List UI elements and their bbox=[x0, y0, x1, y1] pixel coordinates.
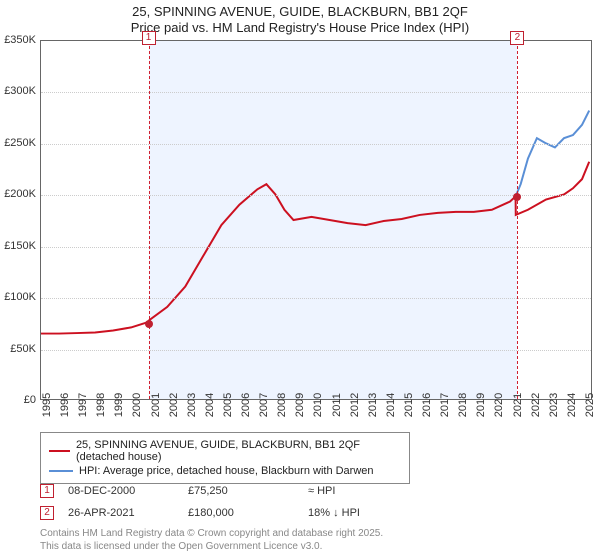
y-tick-label: £300K bbox=[0, 85, 36, 97]
x-tick-label: 2013 bbox=[367, 393, 379, 417]
sales-row-id: 1 bbox=[40, 484, 54, 498]
sale-marker-line bbox=[517, 41, 518, 399]
legend-item: 25, SPINNING AVENUE, GUIDE, BLACKBURN, B… bbox=[49, 439, 401, 463]
x-tick-label: 1996 bbox=[59, 393, 71, 417]
legend-label: HPI: Average price, detached house, Blac… bbox=[79, 465, 374, 477]
x-tick-label: 2001 bbox=[150, 393, 162, 417]
x-tick-label: 1999 bbox=[113, 393, 125, 417]
gridline-y bbox=[41, 144, 591, 145]
sales-row-price: £180,000 bbox=[188, 507, 308, 519]
y-tick-label: £100K bbox=[0, 291, 36, 303]
credit-line2: This data is licensed under the Open Gov… bbox=[40, 541, 383, 554]
sales-row-diff: ≈ HPI bbox=[308, 485, 448, 497]
x-tick-label: 2005 bbox=[222, 393, 234, 417]
x-tick-label: 2022 bbox=[530, 393, 542, 417]
x-tick-label: 2025 bbox=[584, 393, 596, 417]
sales-row-price: £75,250 bbox=[188, 485, 308, 497]
x-tick-label: 2014 bbox=[385, 393, 397, 417]
sale-marker-line bbox=[149, 41, 150, 399]
gridline-y bbox=[41, 298, 591, 299]
x-tick-label: 2024 bbox=[566, 393, 578, 417]
sales-row-date: 08-DEC-2000 bbox=[68, 485, 188, 497]
sale-marker-dot bbox=[145, 320, 153, 328]
y-tick-label: £250K bbox=[0, 137, 36, 149]
x-tick-label: 2002 bbox=[168, 393, 180, 417]
x-tick-label: 2012 bbox=[349, 393, 361, 417]
x-tick-label: 2011 bbox=[331, 393, 343, 417]
legend: 25, SPINNING AVENUE, GUIDE, BLACKBURN, B… bbox=[40, 432, 410, 484]
sales-row-id: 2 bbox=[40, 506, 54, 520]
y-tick-label: £350K bbox=[0, 34, 36, 46]
x-tick-label: 2004 bbox=[204, 393, 216, 417]
series-svg bbox=[41, 41, 591, 399]
gridline-y bbox=[41, 195, 591, 196]
legend-swatch bbox=[49, 450, 70, 452]
x-tick-label: 2000 bbox=[131, 393, 143, 417]
credit-text: Contains HM Land Registry data © Crown c… bbox=[40, 528, 383, 553]
x-tick-label: 2006 bbox=[240, 393, 252, 417]
sales-table: 1 08-DEC-2000£75,250≈ HPI 2 26-APR-2021£180… bbox=[40, 480, 448, 524]
x-tick-label: 2015 bbox=[403, 393, 415, 417]
plot-area: 1995199619971998199920002001200220032004… bbox=[40, 40, 592, 400]
credit-line1: Contains HM Land Registry data © Crown c… bbox=[40, 528, 383, 541]
sale-marker-box: 1 bbox=[142, 31, 156, 45]
gridline-y bbox=[41, 350, 591, 351]
x-tick-label: 2010 bbox=[312, 393, 324, 417]
x-tick-label: 2003 bbox=[186, 393, 198, 417]
sales-row: 2 26-APR-2021£180,00018% ↓ HPI bbox=[40, 502, 448, 524]
x-tick-label: 2018 bbox=[457, 393, 469, 417]
sale-marker-dot bbox=[513, 193, 521, 201]
y-tick-label: £0 bbox=[0, 394, 36, 406]
legend-item: HPI: Average price, detached house, Blac… bbox=[49, 465, 401, 477]
x-tick-label: 2017 bbox=[439, 393, 451, 417]
x-tick-label: 1998 bbox=[95, 393, 107, 417]
figure-root: 25, SPINNING AVENUE, GUIDE, BLACKBURN, B… bbox=[0, 0, 600, 560]
sales-row: 1 08-DEC-2000£75,250≈ HPI bbox=[40, 480, 448, 502]
x-tick-label: 2016 bbox=[421, 393, 433, 417]
x-tick-label: 2020 bbox=[493, 393, 505, 417]
x-tick-label: 2023 bbox=[548, 393, 560, 417]
y-tick-label: £200K bbox=[0, 188, 36, 200]
sale-marker-box: 2 bbox=[510, 31, 524, 45]
gridline-y bbox=[41, 247, 591, 248]
y-tick-label: £50K bbox=[0, 343, 36, 355]
x-tick-label: 1997 bbox=[77, 393, 89, 417]
y-tick-label: £150K bbox=[0, 240, 36, 252]
x-tick-label: 2019 bbox=[475, 393, 487, 417]
sales-row-diff: 18% ↓ HPI bbox=[308, 507, 448, 519]
x-tick-label: 2008 bbox=[276, 393, 288, 417]
legend-swatch bbox=[49, 470, 73, 472]
gridline-y bbox=[41, 92, 591, 93]
x-tick-label: 2009 bbox=[294, 393, 306, 417]
x-tick-label: 1995 bbox=[41, 393, 53, 417]
x-tick-label: 2007 bbox=[258, 393, 270, 417]
legend-label: 25, SPINNING AVENUE, GUIDE, BLACKBURN, B… bbox=[76, 439, 401, 463]
title-line1: 25, SPINNING AVENUE, GUIDE, BLACKBURN, B… bbox=[0, 4, 600, 20]
sales-row-date: 26-APR-2021 bbox=[68, 507, 188, 519]
